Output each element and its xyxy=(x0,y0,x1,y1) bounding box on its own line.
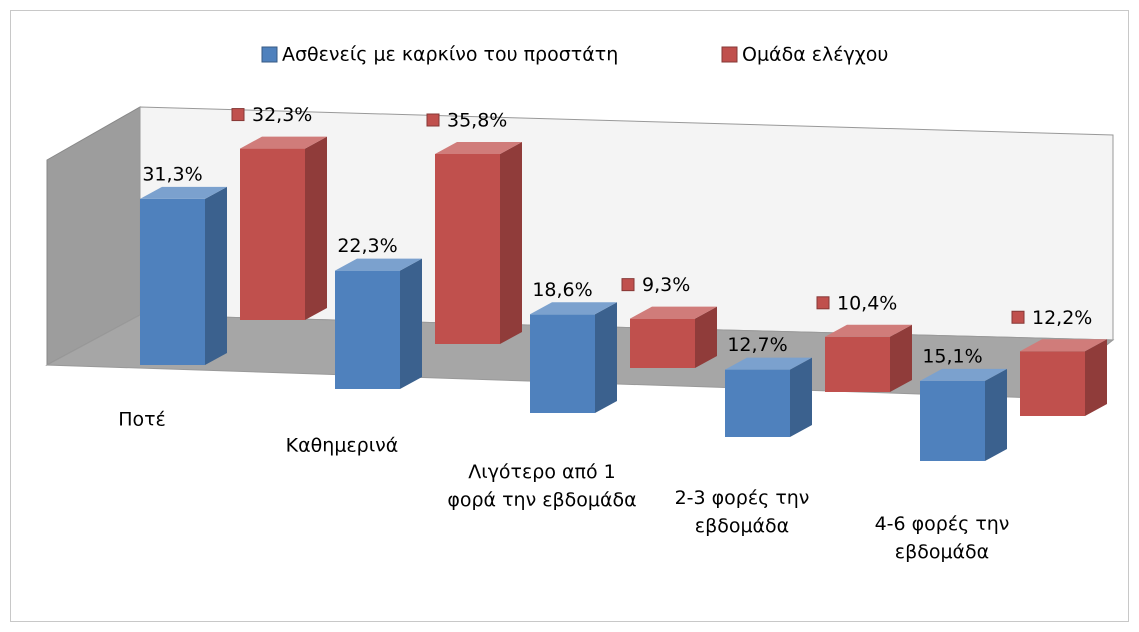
bar-top xyxy=(435,142,522,154)
bar-top xyxy=(825,324,912,337)
legend-swatch xyxy=(721,46,738,63)
bar-front xyxy=(920,380,985,461)
bar xyxy=(725,357,812,437)
bar-side xyxy=(985,368,1007,461)
bar-front xyxy=(630,318,695,368)
bar xyxy=(630,306,717,368)
x-tick-label-line: εβδομάδα xyxy=(895,541,989,563)
bar-side xyxy=(305,136,327,320)
legend-label: Ομάδα ελέγχου xyxy=(742,44,888,66)
x-tick-label-line: 2-3 φορές την xyxy=(675,487,810,509)
bar-side xyxy=(790,357,812,437)
bar-side xyxy=(890,324,912,392)
data-label: 18,6% xyxy=(532,279,592,301)
data-label: 15,1% xyxy=(922,345,982,367)
x-tick-label: 2-3 φορές την εβδομάδα xyxy=(675,487,810,537)
bar-front xyxy=(825,336,890,392)
bar xyxy=(240,136,327,320)
x-tick-label: Ποτέ xyxy=(118,409,166,431)
label-marker xyxy=(1011,310,1025,324)
bar xyxy=(920,368,1007,461)
label-marker xyxy=(231,108,245,122)
data-label: 9,3% xyxy=(642,274,690,296)
x-tick-label: Καθημερινά xyxy=(286,435,399,457)
bar-side xyxy=(695,306,717,368)
x-tick-label: Λιγότερο από 1 φορά την εβδομάδα xyxy=(447,461,636,511)
x-tick-label-line: 4-6 φορές την xyxy=(875,513,1010,535)
bar-front xyxy=(240,148,305,320)
bar-front xyxy=(1020,351,1085,416)
data-label: 12,2% xyxy=(1032,307,1092,329)
bar-top xyxy=(630,306,717,319)
bar-front xyxy=(725,369,790,437)
bar-front xyxy=(435,154,500,344)
bar-front xyxy=(530,314,595,413)
bar xyxy=(1020,339,1107,416)
label-marker xyxy=(621,278,635,292)
x-tick-label-line: Λιγότερο από 1 xyxy=(468,461,615,483)
data-label: 22,3% xyxy=(337,235,397,257)
bar-front xyxy=(140,198,205,365)
bar-top xyxy=(335,258,422,271)
bar xyxy=(825,324,912,392)
legend-label: Ασθενείς με καρκίνο του προστάτη xyxy=(282,44,618,66)
x-tick-label-line: εβδομάδα xyxy=(695,515,789,537)
bar-top xyxy=(1020,339,1107,352)
data-label: 35,8% xyxy=(447,110,507,132)
data-label: 12,7% xyxy=(727,334,787,356)
legend-swatch xyxy=(261,46,278,63)
bar-side xyxy=(205,186,227,365)
bar-side xyxy=(595,302,617,413)
label-marker xyxy=(816,296,830,310)
bar xyxy=(530,302,617,413)
bar-side xyxy=(500,142,522,344)
bar xyxy=(335,258,422,389)
bar-top xyxy=(920,368,1007,381)
bar-top xyxy=(240,136,327,149)
data-label: 10,4% xyxy=(837,292,897,314)
data-label: 31,3% xyxy=(142,163,202,185)
data-label: 32,3% xyxy=(252,104,312,126)
bar-side xyxy=(1085,339,1107,416)
x-tick-label-line: φορά την εβδομάδα xyxy=(447,489,636,511)
bar-top xyxy=(530,302,617,315)
bar xyxy=(435,142,522,344)
bar-top xyxy=(140,186,227,199)
bar-front xyxy=(335,270,400,389)
x-tick-label: 4-6 φορές την εβδομάδα xyxy=(875,513,1010,563)
bar xyxy=(140,186,227,365)
bar-side xyxy=(400,258,422,389)
bar-top xyxy=(725,357,812,370)
label-marker xyxy=(426,113,440,127)
